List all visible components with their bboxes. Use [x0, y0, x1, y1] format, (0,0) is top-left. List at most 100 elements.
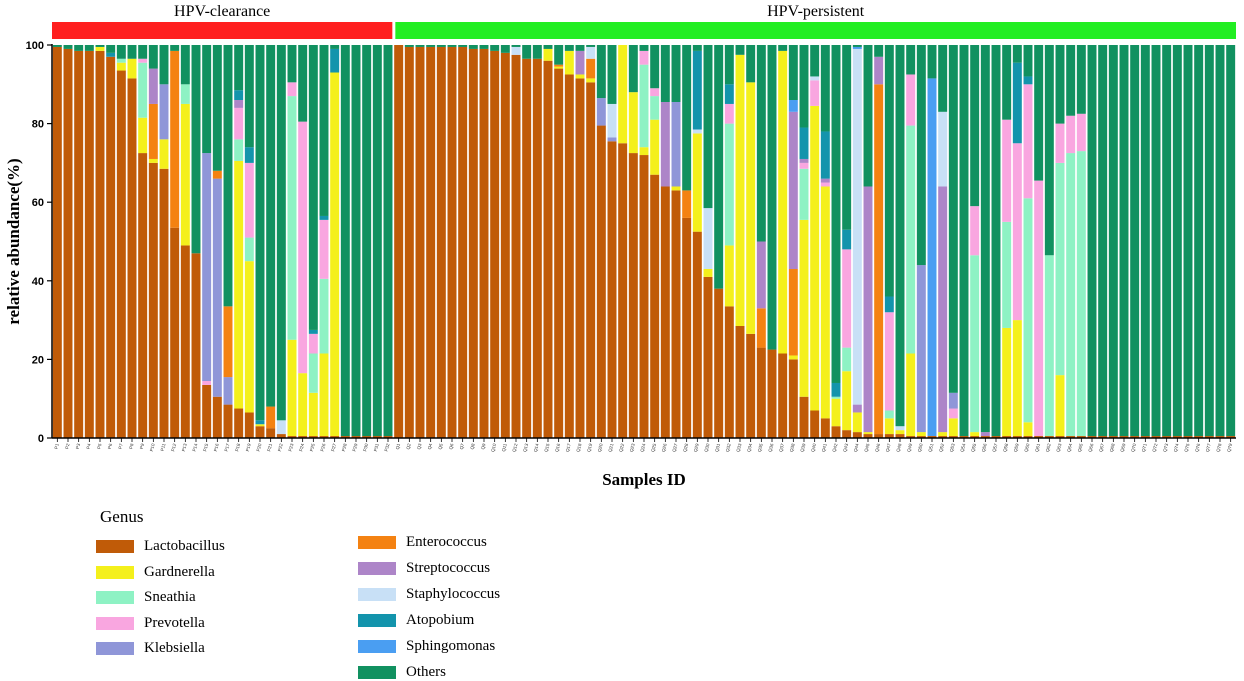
bar-segment-lactobacillus	[1076, 436, 1086, 438]
bar-segment-gardnerella	[948, 418, 958, 437]
bar-segment-gardnerella	[244, 261, 254, 413]
x-tick-label: Q49	[906, 442, 913, 452]
x-tick-label: Q67	[1098, 442, 1105, 452]
bar-segment-others	[906, 45, 916, 75]
legend-label: Prevotella	[144, 614, 205, 631]
x-tick-label: Q51	[927, 442, 934, 452]
x-tick-label: P31	[373, 442, 380, 452]
y-tick-label: 0	[38, 433, 44, 445]
bar-segment-others	[1012, 45, 1022, 63]
x-tick-label: Q64	[1066, 442, 1073, 452]
bar-segment-gardnerella	[554, 66, 564, 69]
legend-swatch	[96, 565, 134, 579]
x-tick-label: P3	[75, 442, 81, 449]
x-tick-label: P14	[192, 442, 199, 452]
x-tick-label: Q36	[767, 442, 774, 452]
bar-segment-others	[340, 45, 350, 437]
bar-segment-lactobacillus	[298, 436, 308, 438]
x-tick-label: Q8	[469, 442, 476, 450]
legend-swatch	[358, 666, 396, 679]
bar-segment-klebsiella	[223, 377, 233, 405]
bar-segment-prevotella	[639, 50, 649, 65]
bar-segment-gardnerella	[575, 74, 585, 79]
bar-segment-others	[799, 45, 809, 128]
bar-segment-lactobacillus	[138, 153, 148, 438]
x-tick-label: Q75	[1183, 442, 1190, 452]
bar-segment-lactobacillus	[564, 74, 574, 438]
bar-segment-enterococcus	[170, 50, 180, 228]
bar-segment-lactobacillus	[906, 436, 916, 438]
bar-segment-prevotella	[906, 74, 916, 126]
bar-segment-others	[810, 45, 820, 77]
bar-segment-others	[479, 45, 489, 49]
bar-segment-enterococcus	[874, 84, 884, 435]
bar-segment-lactobacillus	[1204, 436, 1214, 438]
bar-segment-lactobacillus	[874, 434, 884, 438]
x-tick-label: Q33	[735, 442, 742, 452]
bar-segment-others	[1108, 45, 1118, 437]
x-tick-label: P21	[266, 442, 273, 452]
bar-segment-others	[500, 45, 510, 53]
x-tick-label: P26	[320, 442, 327, 452]
x-tick-label: Q71	[1141, 442, 1148, 452]
bar-segment-lactobacillus	[340, 436, 350, 438]
bar-segment-lactobacillus	[714, 288, 724, 438]
bar-segment-lactobacillus	[596, 125, 606, 438]
bar-segment-lactobacillus	[1108, 436, 1118, 438]
x-axis-title: Samples ID	[602, 470, 686, 489]
bar-segment-prevotella	[820, 182, 830, 187]
x-tick-label: P30	[362, 442, 369, 452]
bar-segment-others	[1151, 45, 1161, 437]
bar-segment-others	[756, 45, 766, 242]
bar-segment-gardnerella	[810, 105, 820, 411]
bar-segment-gardnerella	[970, 432, 980, 437]
bar-segment-gardnerella	[180, 103, 190, 246]
x-tick-label: Q1	[395, 442, 402, 450]
bar-segment-lactobacillus	[532, 58, 542, 438]
legend-swatch	[96, 616, 134, 630]
bar-segment-atopobium	[244, 147, 254, 163]
bar-segment-others	[1194, 45, 1204, 437]
bar-segment-lactobacillus	[490, 50, 500, 438]
x-tick-label: P18	[234, 442, 241, 452]
bar-segment-gardnerella	[628, 92, 638, 154]
bar-segment-atopobium	[842, 229, 852, 250]
bar-segment-gardnerella	[116, 62, 126, 71]
x-tick-label: Q63	[1055, 442, 1062, 452]
x-tick-label: Q12	[511, 442, 518, 452]
legend-label: Gardnerella	[144, 563, 215, 580]
x-tick-label: Q28	[682, 442, 689, 452]
bar-segment-enterococcus	[554, 64, 564, 67]
bar-segment-klebsiella	[202, 153, 212, 382]
bar-segment-atopobium	[831, 382, 841, 397]
x-tick-label: P24	[298, 442, 305, 452]
group-label-hpv-persistent: HPV-persistent	[767, 3, 865, 20]
bar-segment-lactobacillus	[63, 48, 73, 439]
x-tick-label: Q37	[778, 442, 785, 452]
bar-segment-enterococcus	[788, 269, 798, 356]
bar-segment-gardnerella	[1002, 327, 1012, 437]
x-tick-label: Q50	[917, 442, 924, 452]
bar-segment-lactobacillus	[202, 384, 212, 438]
bar-segment-lactobacillus	[820, 418, 830, 438]
bar-segment-gardnerella	[916, 432, 926, 437]
bar-segment-lactobacillus	[628, 153, 638, 438]
bar-segment-sphingomonas	[927, 78, 937, 437]
bar-segment-prevotella	[1002, 119, 1012, 222]
x-tick-label: Q44	[853, 442, 860, 452]
bar-segment-prevotella	[298, 121, 308, 374]
bar-segment-others	[1172, 45, 1182, 437]
bar-segment-sneathia	[1055, 162, 1065, 376]
bar-segment-lactobacillus	[330, 436, 340, 438]
legend-swatch	[358, 536, 396, 549]
bar-segment-gardnerella	[298, 373, 308, 437]
legend-item-atopobium: Atopobium	[358, 612, 474, 629]
bar-segment-gardnerella	[639, 147, 649, 156]
legend-swatch	[96, 591, 134, 604]
bar-segment-others	[948, 45, 958, 393]
bar-segment-lactobacillus	[436, 46, 446, 439]
x-tick-label: P27	[330, 442, 337, 452]
bar-segment-prevotella	[319, 219, 329, 279]
bar-segment-prevotella	[810, 80, 820, 106]
bar-segment-sneathia	[650, 96, 660, 120]
